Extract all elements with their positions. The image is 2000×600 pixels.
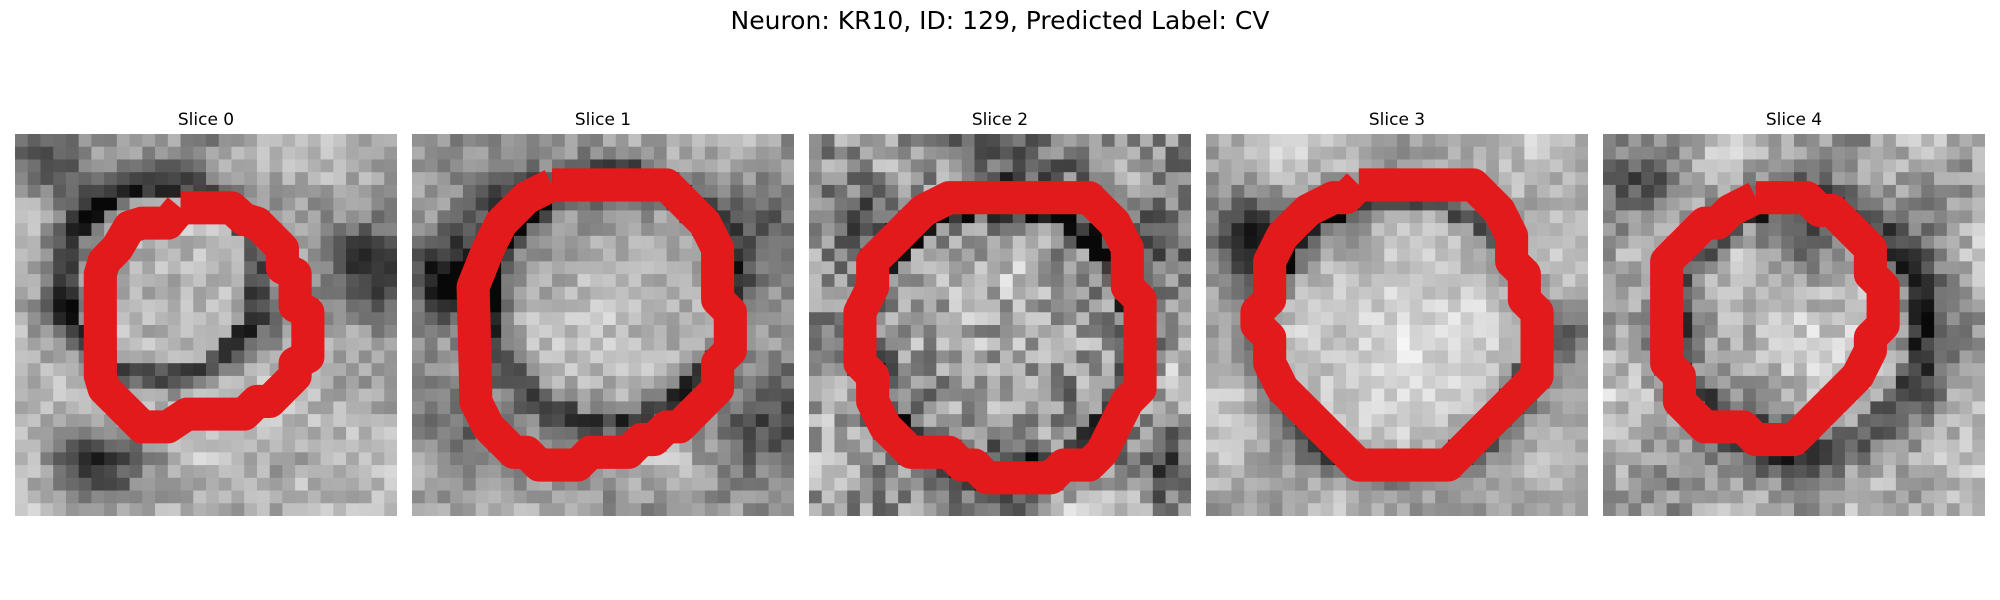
figure-title: Neuron: KR10, ID: 129, Predicted Label: … (730, 6, 1270, 35)
slice-panel-1: Slice 1 (412, 108, 794, 516)
slice-image-1 (412, 134, 794, 516)
slice-image-3 (1206, 134, 1588, 516)
slice-panel-4: Slice 4 (1603, 108, 1985, 516)
slice-title-1: Slice 1 (574, 110, 632, 130)
slice-image-2 (809, 134, 1191, 516)
cell-outline-0 (83, 191, 325, 444)
cell-outline-1 (456, 168, 747, 482)
slice-title-4: Slice 4 (1765, 110, 1823, 130)
slice-title-3: Slice 3 (1368, 110, 1426, 130)
cell-outline-3 (1240, 168, 1554, 482)
cell-outline-4 (1650, 181, 1900, 457)
slice-panel-2: Slice 2 (809, 108, 1191, 516)
slice-panel-3: Slice 3 (1206, 108, 1588, 516)
slice-image-0 (15, 134, 397, 516)
slice-title-2: Slice 2 (971, 110, 1029, 130)
slice-title-0: Slice 0 (177, 110, 235, 130)
cell-outline-2 (843, 181, 1157, 495)
slice-panel-0: Slice 0 (15, 108, 397, 516)
slice-image-4 (1603, 134, 1985, 516)
